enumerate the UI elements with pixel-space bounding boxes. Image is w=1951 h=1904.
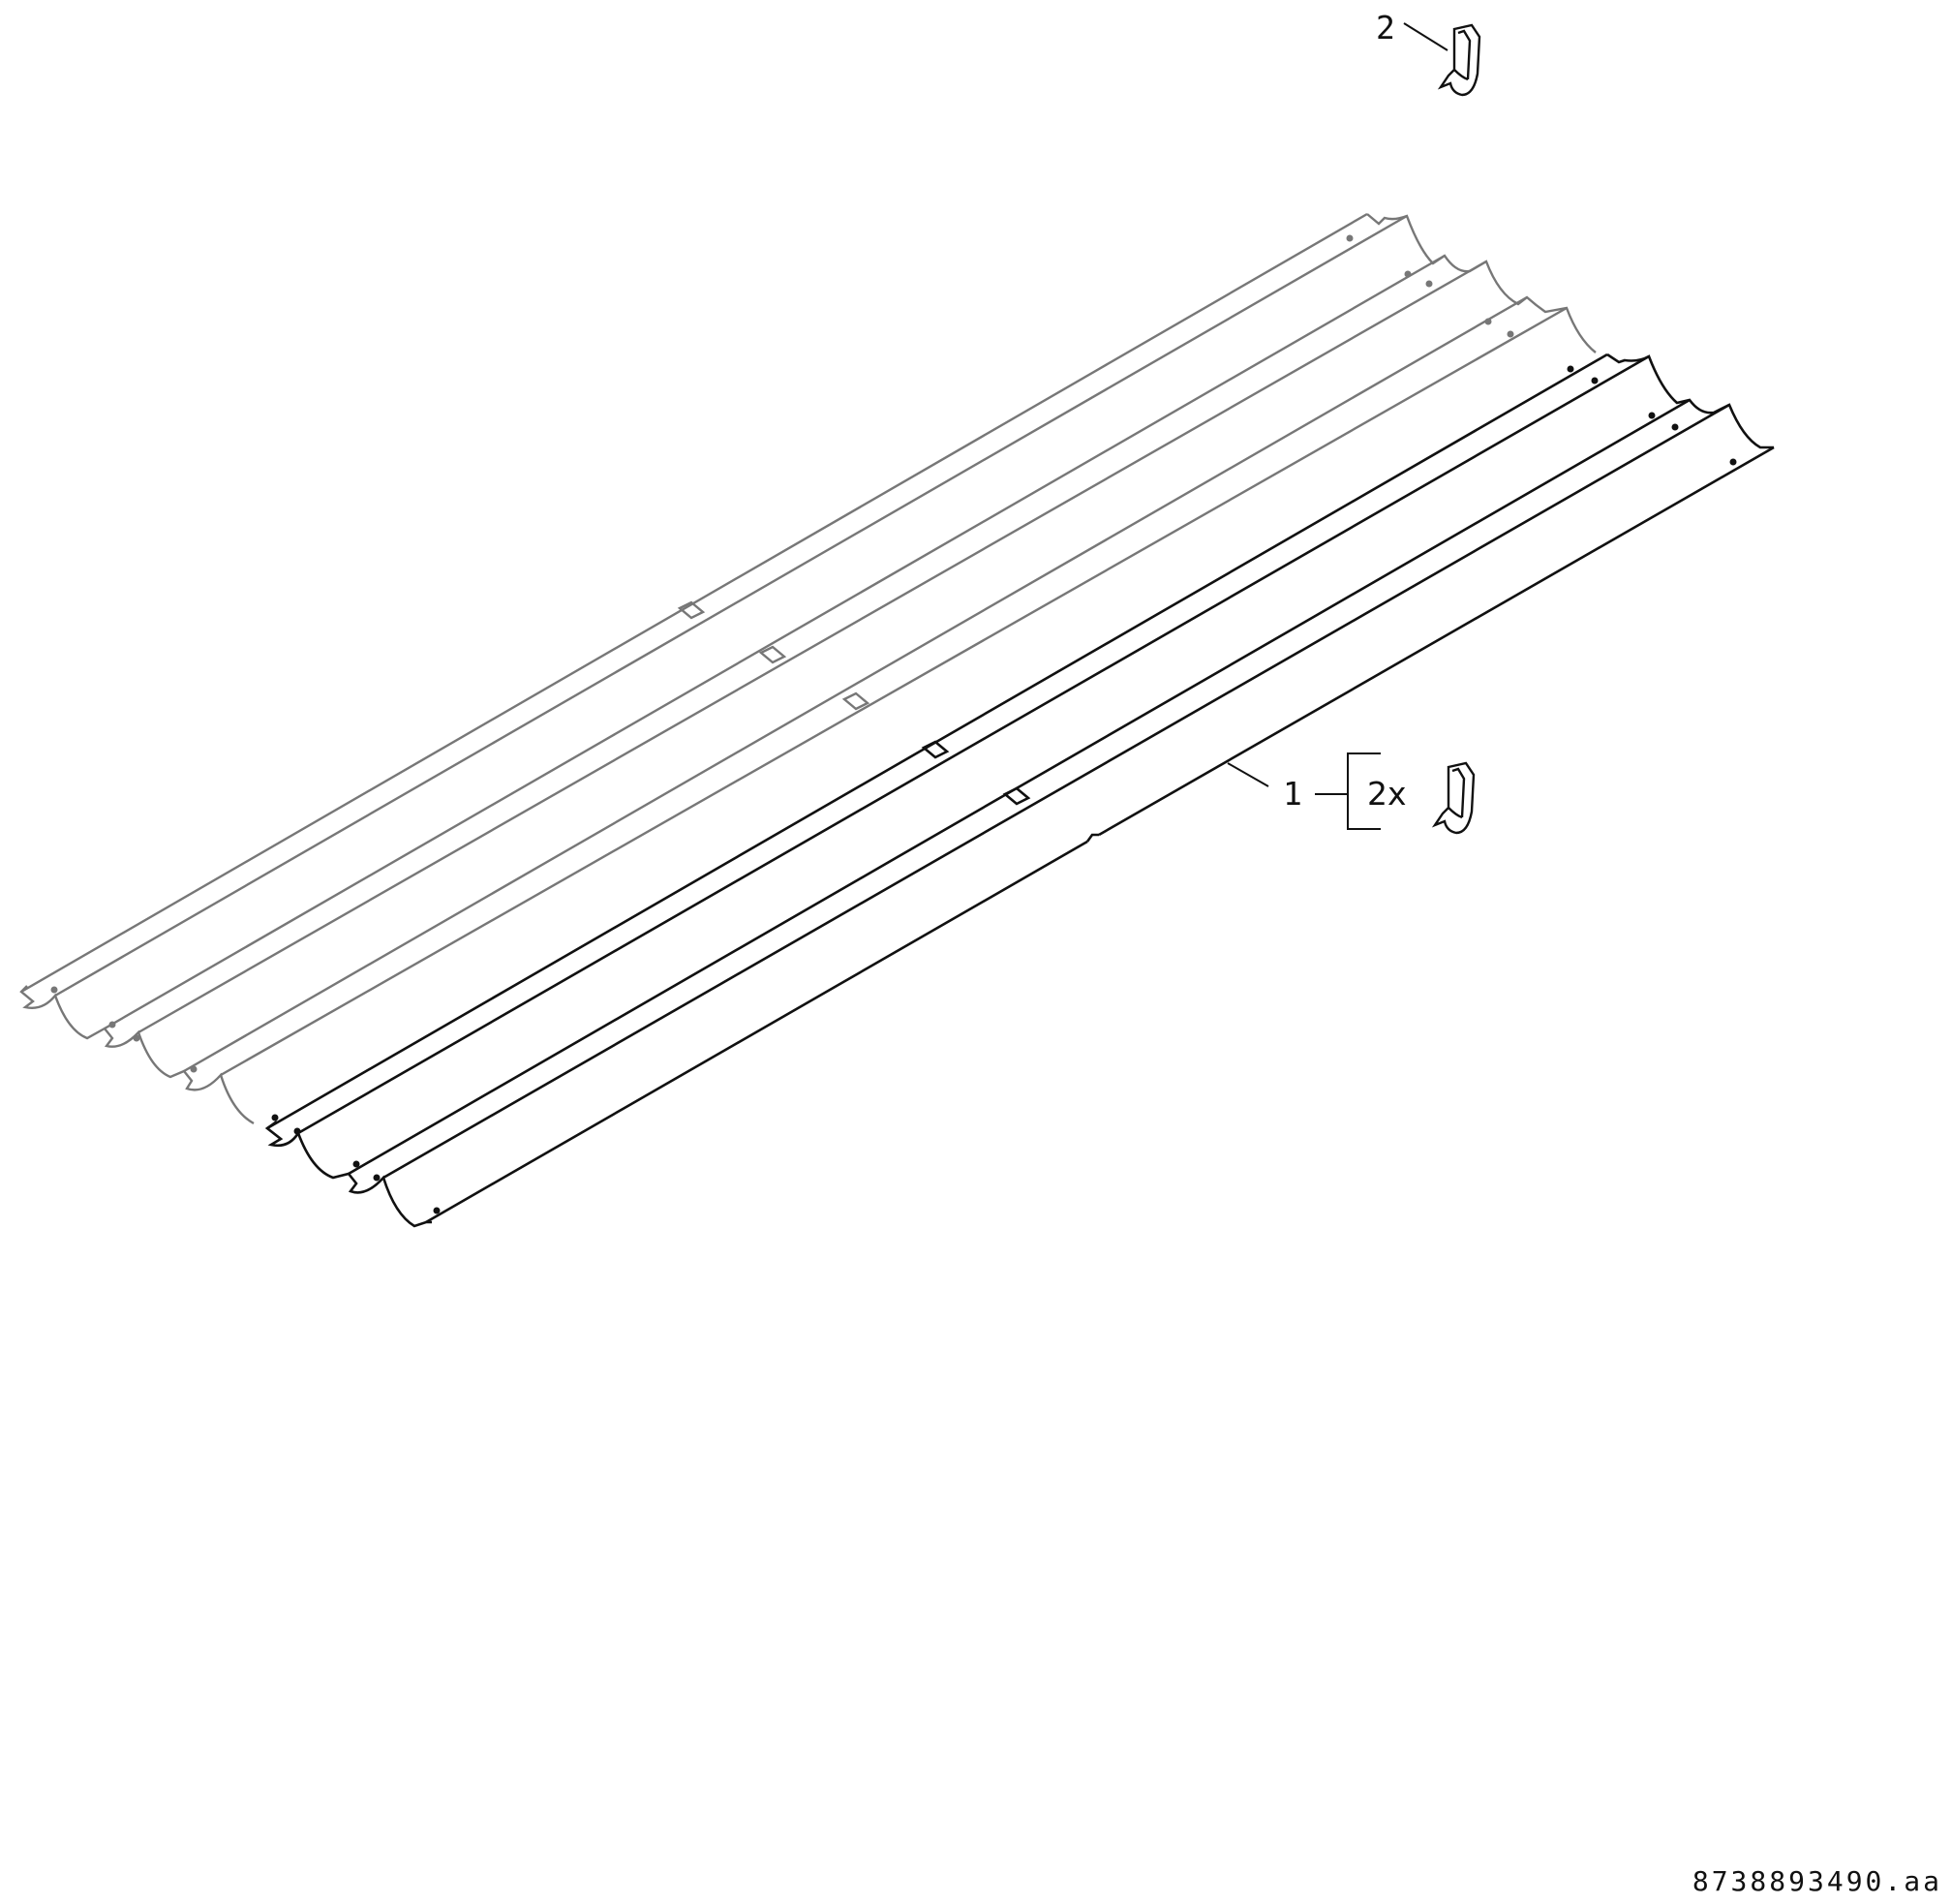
- callout-label-1: 1: [1283, 775, 1302, 813]
- corrugated-panel-background: [19, 212, 1597, 1125]
- quantity-bracket: [1347, 752, 1381, 830]
- callout-item-2: 2: [1376, 9, 1481, 97]
- callout-label-2: 2: [1376, 9, 1395, 46]
- panel-highlighted-fastener-holes: [271, 365, 1737, 1214]
- clip-icon: [1437, 23, 1481, 97]
- corrugated-panel-highlighted: [264, 353, 1775, 1228]
- panel-background-fastener-holes: [50, 234, 1514, 1073]
- document-id: 8738893490.aa: [1692, 1865, 1942, 1897]
- quantity-label: 2x: [1367, 775, 1407, 813]
- clip-icon: [1431, 761, 1476, 835]
- callout-item-1: 1 2x: [1227, 752, 1476, 835]
